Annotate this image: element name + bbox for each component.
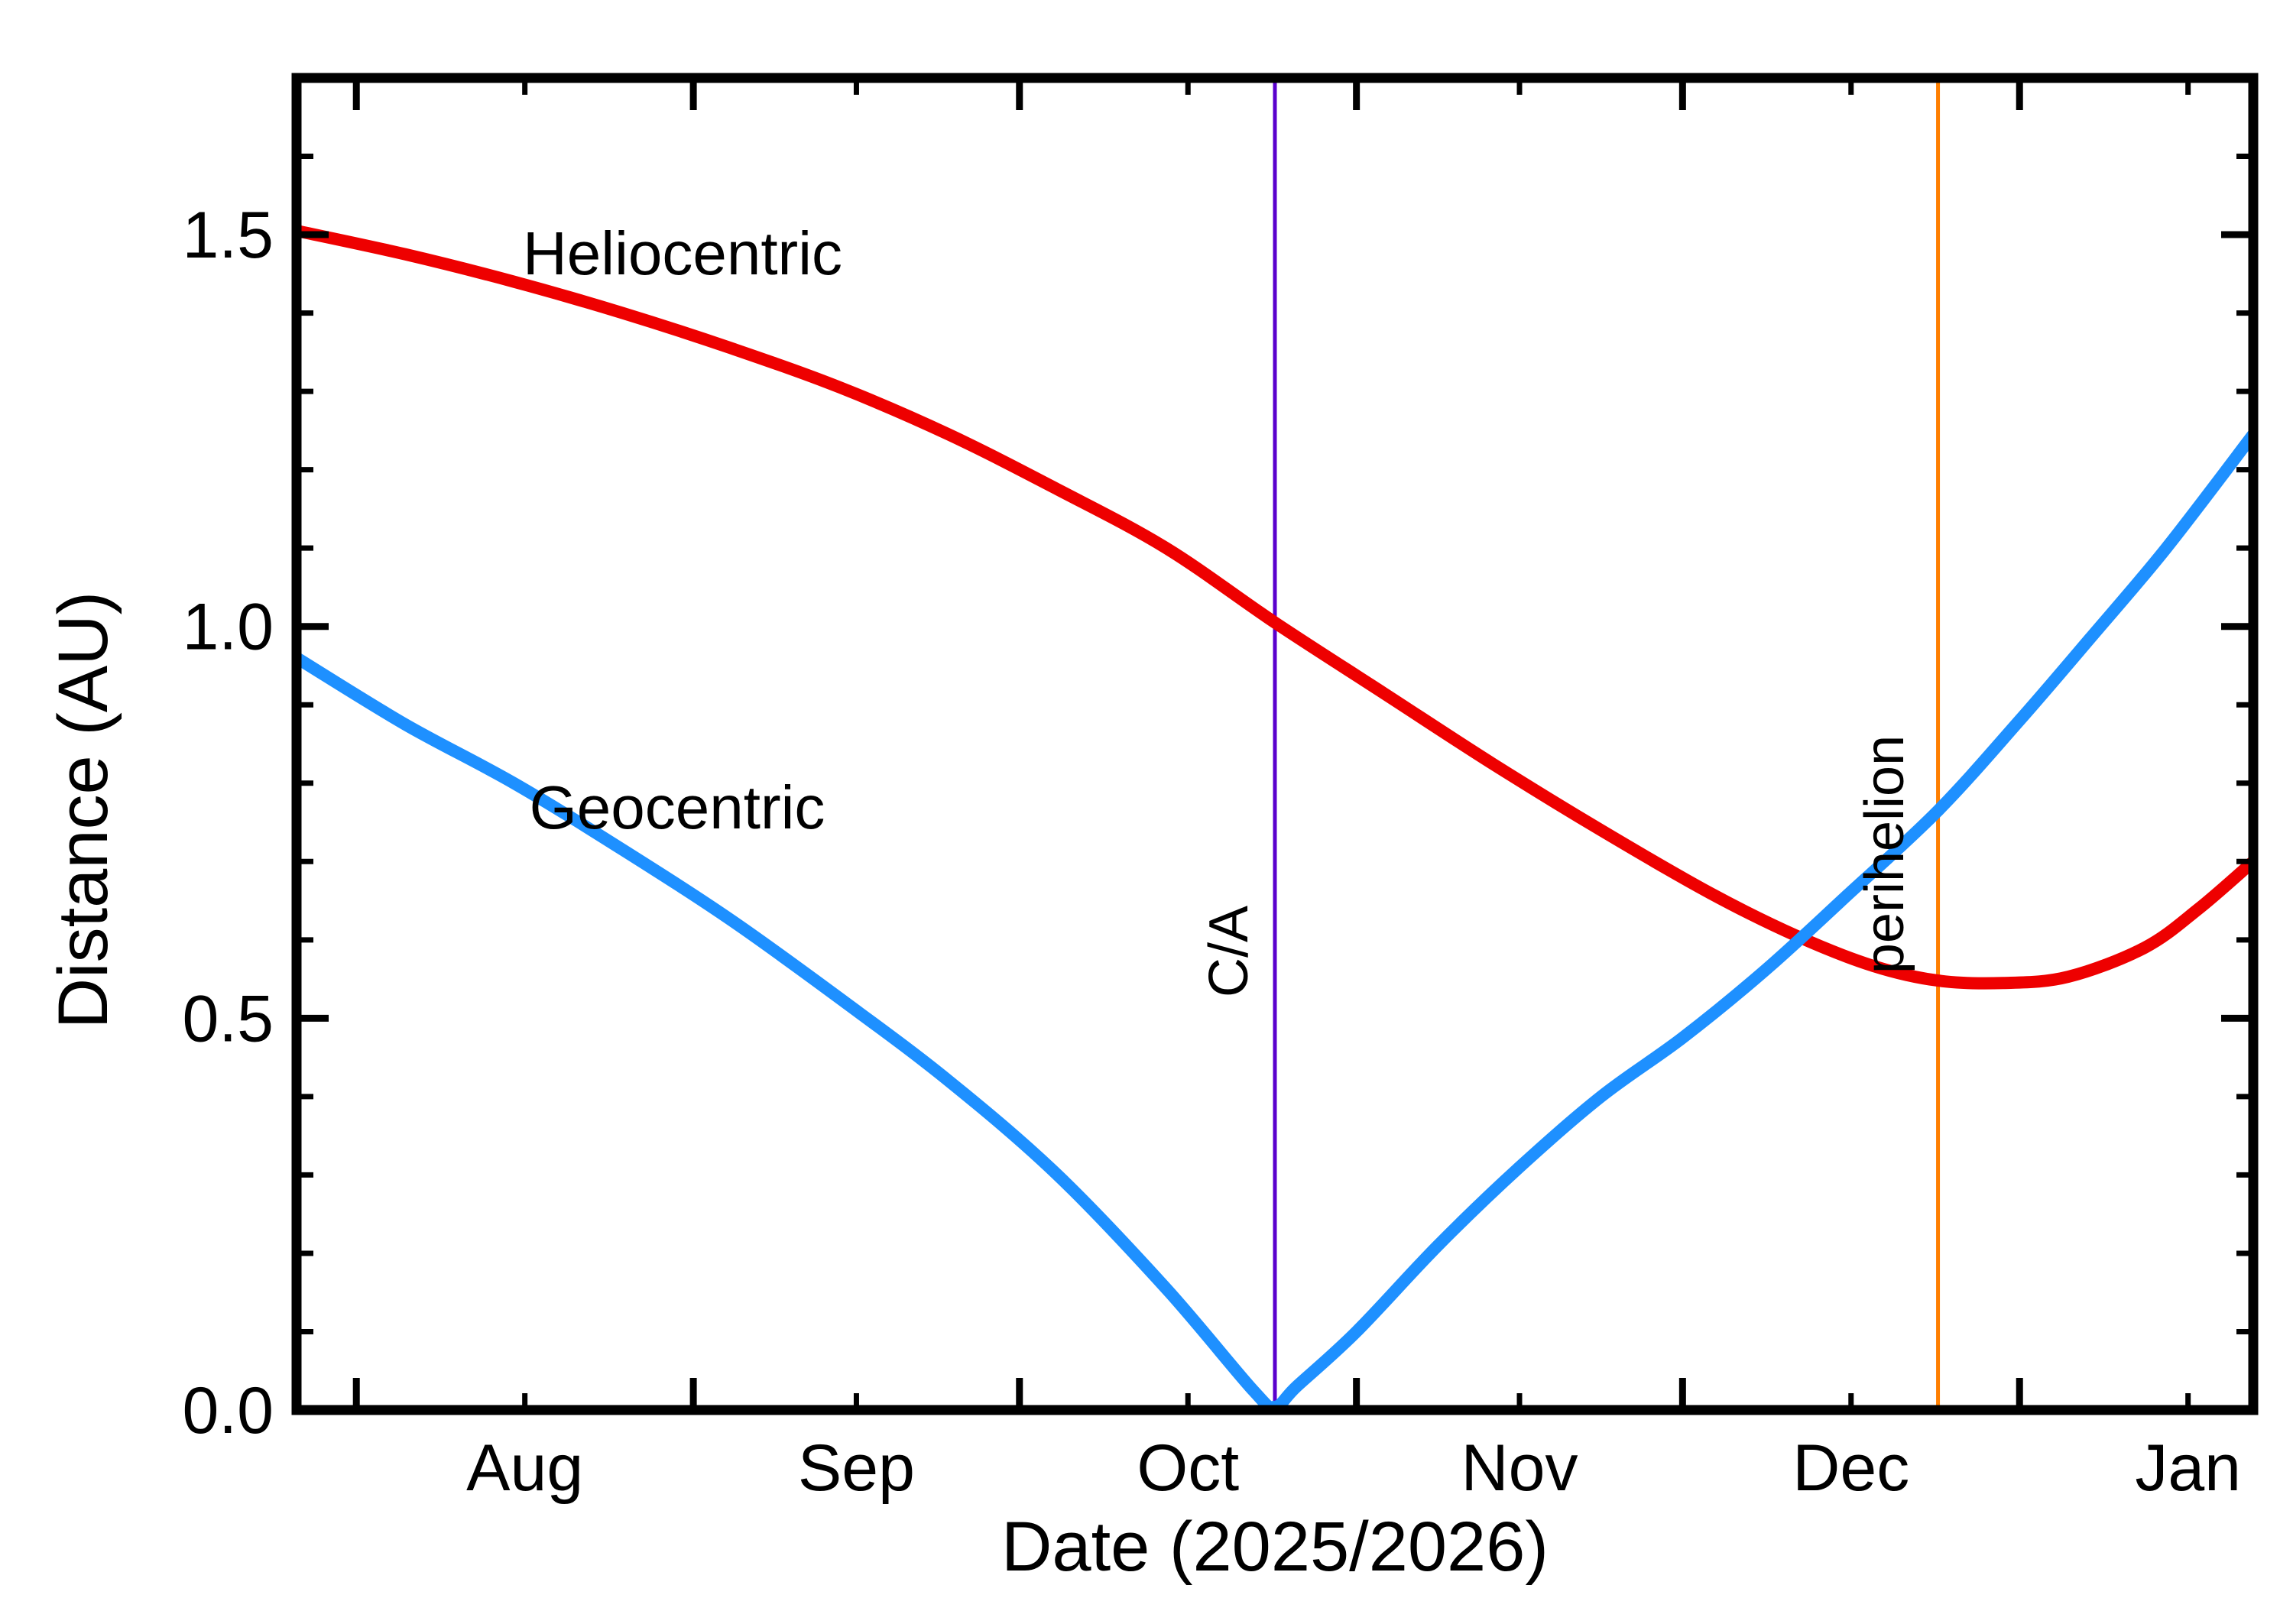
x-tick-label-oct: Oct	[1137, 1431, 1239, 1505]
y-tick-label-1.5: 1.5	[182, 199, 274, 272]
perihelion-label: perihelion	[1854, 735, 1915, 974]
x-axis-title: Date (2025/2026)	[1001, 1508, 1549, 1586]
x-tick-label-nov: Nov	[1461, 1431, 1578, 1505]
heliocentric-curve-label: Heliocentric	[523, 219, 842, 287]
x-tick-label-jan: Jan	[2135, 1431, 2241, 1505]
curves-layer	[297, 224, 2253, 1410]
ticks-layer	[297, 78, 2253, 1414]
y-tick-label-0.5: 0.5	[182, 982, 274, 1055]
geocentric-curve-label: Geocentric	[530, 773, 825, 841]
x-tick-label-dec: Dec	[1792, 1431, 1909, 1505]
geocentric-curve	[297, 428, 2253, 1410]
plot-generated-layers: Aug Sep Oct Nov Dec Jan 0.0 0.5 1.0 1.5	[182, 73, 2259, 1505]
event-lines-layer	[1273, 78, 1941, 1410]
x-tick-label-aug: Aug	[466, 1431, 583, 1505]
tick-labels-layer: Aug Sep Oct Nov Dec Jan 0.0 0.5 1.0 1.5	[182, 199, 2241, 1505]
y-tick-label-0.0: 0.0	[182, 1374, 274, 1447]
plot-frame	[291, 73, 2259, 1415]
heliocentric-curve	[297, 224, 2253, 990]
x-tick-label-sep: Sep	[798, 1431, 915, 1505]
y-axis-title: Distance (AU)	[44, 592, 122, 1029]
close-approach-label: C/A	[1198, 906, 1260, 997]
y-tick-label-1.0: 1.0	[182, 591, 274, 664]
